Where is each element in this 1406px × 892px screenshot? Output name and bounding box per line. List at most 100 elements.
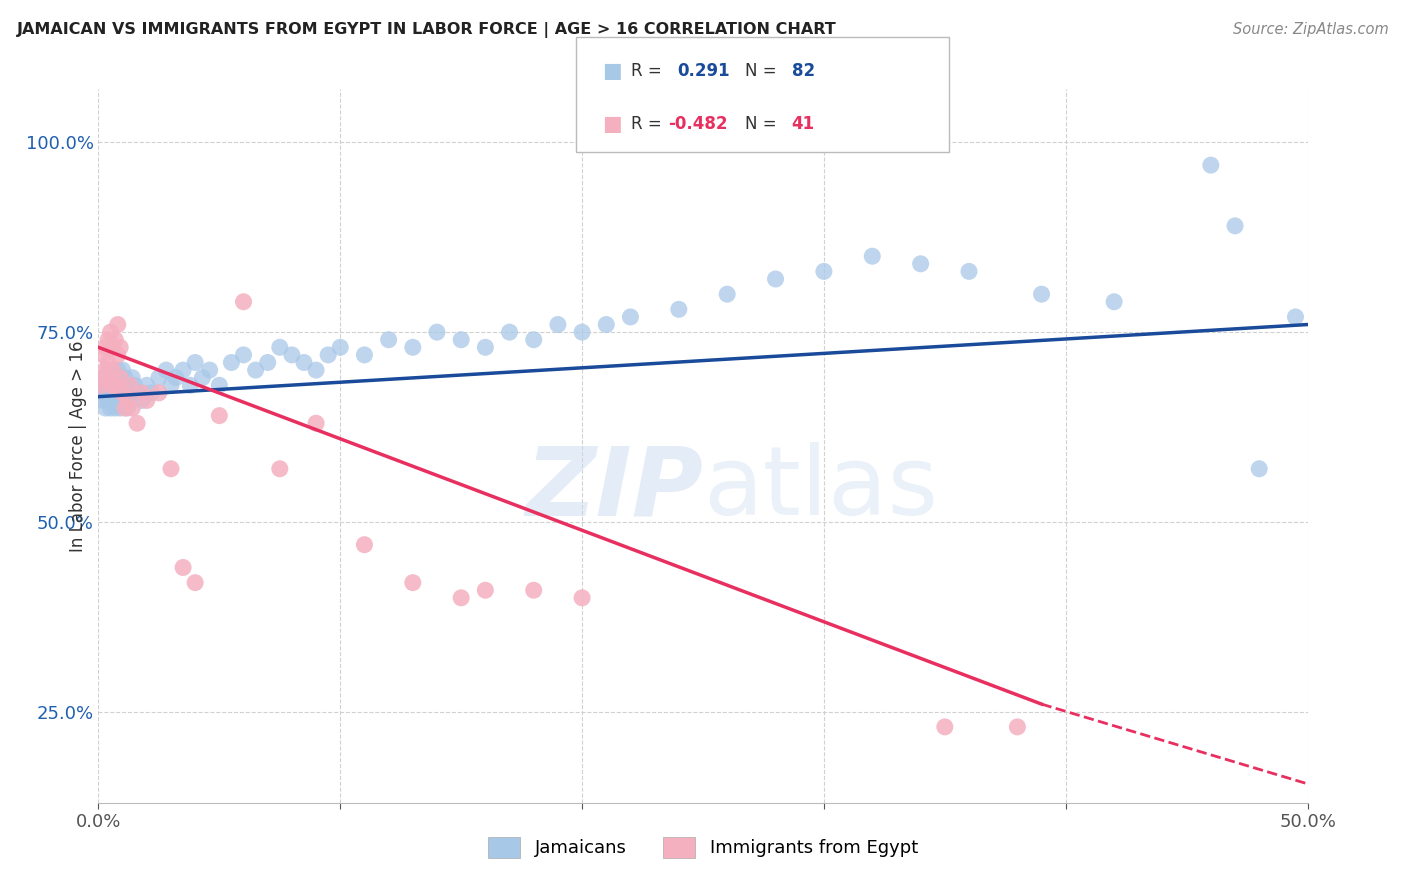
Point [910,257,932,271]
Point [450,591,472,605]
Point [172,363,194,377]
Point [108,340,131,354]
Point [107,318,129,332]
Point [131,393,153,408]
Point [117,401,139,415]
Point [111,385,134,400]
Point [135,378,157,392]
Point [402,575,425,590]
Point [957,264,980,278]
Point [91,393,114,408]
Point [281,348,304,362]
Point [131,385,153,400]
Point [101,363,124,377]
Point [474,340,496,354]
Point [305,416,328,430]
Point [94,340,117,354]
Point [619,310,641,324]
Legend: Jamaicans, Immigrants from Egypt: Jamaicans, Immigrants from Egypt [481,830,925,865]
Point [135,393,157,408]
Point [184,355,207,369]
Point [100,370,122,384]
Point [256,355,278,369]
Point [595,318,617,332]
Point [117,378,139,392]
Point [104,401,127,415]
Text: atlas: atlas [703,442,938,535]
Text: N =: N = [745,115,782,133]
Text: ■: ■ [602,114,621,134]
Point [104,370,127,384]
Point [90,385,112,400]
Point [118,378,141,392]
Point [232,348,254,362]
Point [97,363,120,377]
Point [1249,462,1271,476]
Point [111,393,134,408]
Point [108,370,131,384]
Point [377,333,399,347]
Point [94,401,117,415]
Point [90,378,112,392]
Point [329,340,352,354]
Y-axis label: In Labor Force | Age > 16: In Labor Force | Age > 16 [69,340,87,552]
Point [232,294,254,309]
Point [127,385,149,400]
Point [141,385,163,400]
Point [1284,310,1306,324]
Point [91,370,114,384]
Point [101,363,124,377]
Point [100,325,122,339]
Point [402,340,425,354]
Text: 0.291: 0.291 [678,62,730,80]
Point [184,575,207,590]
Point [107,348,129,362]
Point [114,401,136,415]
Text: Source: ZipAtlas.com: Source: ZipAtlas.com [1233,22,1389,37]
Text: JAMAICAN VS IMMIGRANTS FROM EGYPT IN LABOR FORCE | AGE > 16 CORRELATION CHART: JAMAICAN VS IMMIGRANTS FROM EGYPT IN LAB… [17,22,837,38]
Point [155,363,177,377]
Point [498,325,520,339]
Point [121,370,143,384]
Point [474,583,496,598]
Point [165,370,187,384]
Text: ZIP: ZIP [524,442,703,535]
Point [292,355,315,369]
Point [104,333,127,347]
Point [934,720,956,734]
Point [97,333,120,347]
Point [765,272,787,286]
Point [117,393,139,408]
Point [148,370,170,384]
Point [91,378,114,392]
Point [111,378,134,392]
Point [160,462,183,476]
Point [101,378,124,392]
Point [269,462,291,476]
Text: -0.482: -0.482 [668,115,727,133]
Point [860,249,883,263]
Text: R =: R = [631,62,668,80]
Point [108,401,131,415]
Point [94,370,117,384]
Point [100,401,122,415]
Point [1031,287,1053,301]
Point [191,370,214,384]
Point [97,393,120,408]
Point [353,538,375,552]
Point [94,385,117,400]
Point [1199,158,1222,172]
Point [208,409,231,423]
Point [148,385,170,400]
Point [547,318,569,332]
Point [571,591,593,605]
Point [114,385,136,400]
Point [426,325,449,339]
Text: ■: ■ [602,62,621,81]
Point [100,385,122,400]
Point [198,363,221,377]
Point [91,348,114,362]
Point [121,401,143,415]
Point [101,393,124,408]
Point [353,348,375,362]
